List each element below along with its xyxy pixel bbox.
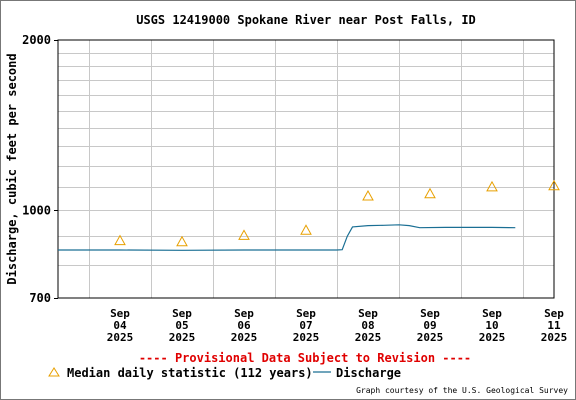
median-point-marker: [176, 235, 188, 247]
plot-area-border: [57, 39, 555, 299]
x-tick-label: Sep: [234, 307, 254, 320]
median-point-marker: [548, 179, 560, 191]
x-tick-label: 2025: [293, 331, 320, 344]
x-tick-label: Sep: [544, 307, 564, 320]
y-axis-tick-labels: 700 1000 2000: [22, 33, 58, 305]
series-layer: [58, 179, 560, 251]
x-tick-label: Sep: [358, 307, 378, 320]
x-tick-label: Sep: [296, 307, 316, 320]
x-tick-label: 2025: [417, 331, 444, 344]
x-tick-label: 08: [361, 319, 374, 332]
x-tick-label: 05: [175, 319, 188, 332]
median-point-marker: [362, 189, 374, 201]
x-tick-label: 2025: [541, 331, 568, 344]
x-tick-label: 07: [299, 319, 312, 332]
x-tick-label: Sep: [482, 307, 502, 320]
median-point-marker: [300, 224, 312, 235]
grid-lines: [58, 40, 554, 298]
median-point-marker: [486, 180, 498, 192]
median-point-marker: [238, 229, 250, 240]
legend-median-label: Median daily statistic (112 years): [67, 366, 313, 380]
x-tick-label: 10: [485, 319, 498, 332]
y-tick-label: 1000: [22, 203, 51, 217]
median-point-marker: [114, 234, 126, 246]
x-tick-label: Sep: [420, 307, 440, 320]
credit-text: Graph courtesy of the U.S. Geological Su…: [356, 386, 568, 395]
x-tick-label: 06: [237, 319, 251, 332]
legend-median-triangle-icon: [48, 367, 60, 377]
y-axis-label: Discharge, cubic feet per second: [5, 53, 19, 284]
y-tick-label: 700: [29, 291, 51, 305]
x-tick-label: 2025: [169, 331, 196, 344]
x-tick-label: Sep: [110, 307, 130, 320]
x-tick-label: 09: [423, 319, 436, 332]
x-tick-label: Sep: [172, 307, 192, 320]
x-tick-label: 2025: [479, 331, 506, 344]
x-axis-tick-labels: Sep042025Sep052025Sep062025Sep072025Sep0…: [107, 307, 568, 344]
y-tick-label: 2000: [22, 33, 51, 47]
discharge-series-line: [58, 224, 516, 251]
x-tick-label: 2025: [107, 331, 134, 344]
provisional-note: ---- Provisional Data Subject to Revisio…: [139, 351, 471, 365]
x-tick-label: 04: [113, 319, 127, 332]
legend-discharge-label: Discharge: [336, 366, 401, 380]
x-tick-label: 2025: [355, 331, 382, 344]
chart-title: USGS 12419000 Spokane River near Post Fa…: [136, 13, 476, 27]
median-point-marker: [424, 187, 436, 199]
x-tick-label: 11: [547, 319, 561, 332]
x-tick-label: 2025: [231, 331, 258, 344]
